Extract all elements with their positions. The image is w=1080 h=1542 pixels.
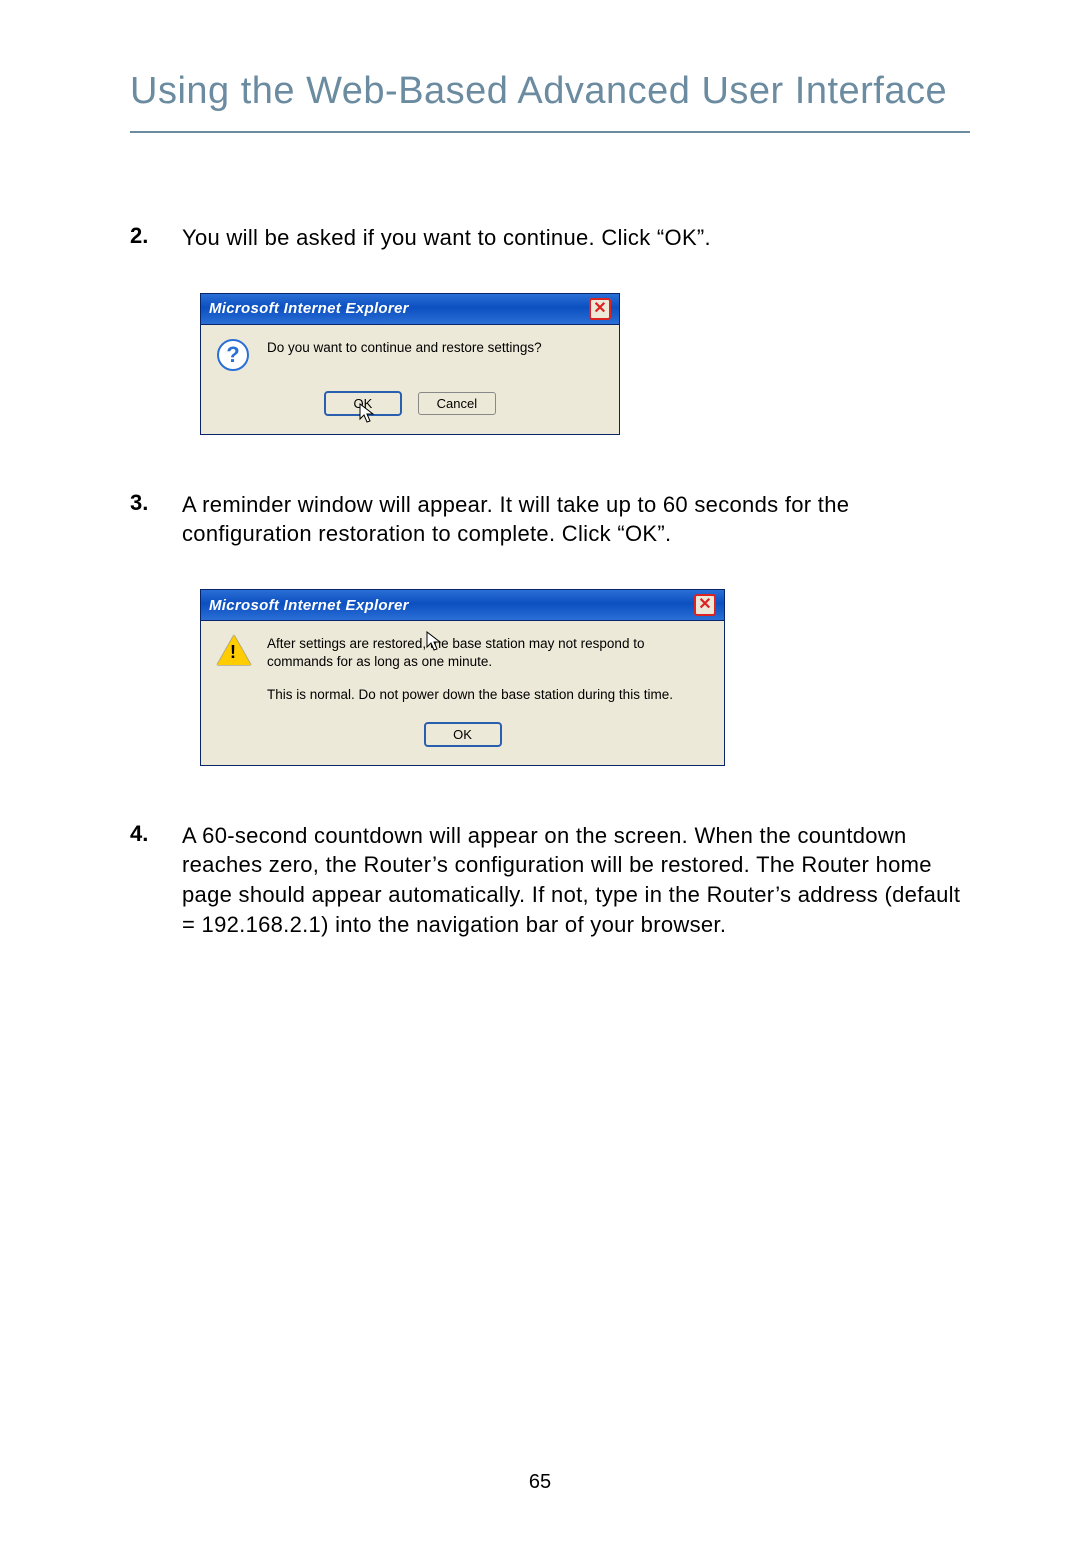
dialog-message-line2: This is normal. Do not power down the ba…: [267, 686, 708, 704]
cancel-button[interactable]: Cancel: [418, 392, 496, 415]
close-icon[interactable]: ✕: [694, 594, 716, 616]
ok-button[interactable]: OK: [424, 722, 502, 747]
dialog-1-wrap: Microsoft Internet Explorer ✕ ? Do you w…: [200, 293, 970, 435]
step-text: You will be asked if you want to continu…: [182, 223, 711, 253]
warning-icon: [217, 635, 251, 669]
dialog-message-line1: After settings are restored, the base st…: [267, 635, 708, 671]
dialog-body: ? Do you want to continue and restore se…: [201, 325, 619, 434]
step-number: 3.: [130, 490, 182, 549]
dialog-2-wrap: Microsoft Internet Explorer ✕ After sett…: [200, 589, 970, 766]
step-text: A 60-second countdown will appear on the…: [182, 821, 970, 940]
dialog-titlebar: Microsoft Internet Explorer ✕: [201, 590, 724, 621]
dialog-message: Do you want to continue and restore sett…: [267, 339, 603, 357]
step-number: 4.: [130, 821, 182, 940]
dialog-body: After settings are restored, the base st…: [201, 621, 724, 765]
step-2: 2. You will be asked if you want to cont…: [130, 223, 970, 253]
cursor-icon: [426, 631, 442, 653]
step-number: 2.: [130, 223, 182, 253]
dialog-titlebar: Microsoft Internet Explorer ✕: [201, 294, 619, 325]
page-title: Using the Web-Based Advanced User Interf…: [130, 70, 970, 133]
question-icon: ?: [217, 339, 251, 373]
cursor-icon: [359, 403, 375, 425]
dialog-title: Microsoft Internet Explorer: [209, 300, 589, 317]
step-3: 3. A reminder window will appear. It wil…: [130, 490, 970, 549]
dialog-message: After settings are restored, the base st…: [267, 635, 708, 704]
dialog-confirm-restore: Microsoft Internet Explorer ✕ ? Do you w…: [200, 293, 620, 435]
dialog-restore-reminder: Microsoft Internet Explorer ✕ After sett…: [200, 589, 725, 766]
close-icon[interactable]: ✕: [589, 298, 611, 320]
step-4: 4. A 60-second countdown will appear on …: [130, 821, 970, 940]
page-number: 65: [0, 1471, 1080, 1494]
dialog-title: Microsoft Internet Explorer: [209, 597, 694, 614]
step-text: A reminder window will appear. It will t…: [182, 490, 970, 549]
